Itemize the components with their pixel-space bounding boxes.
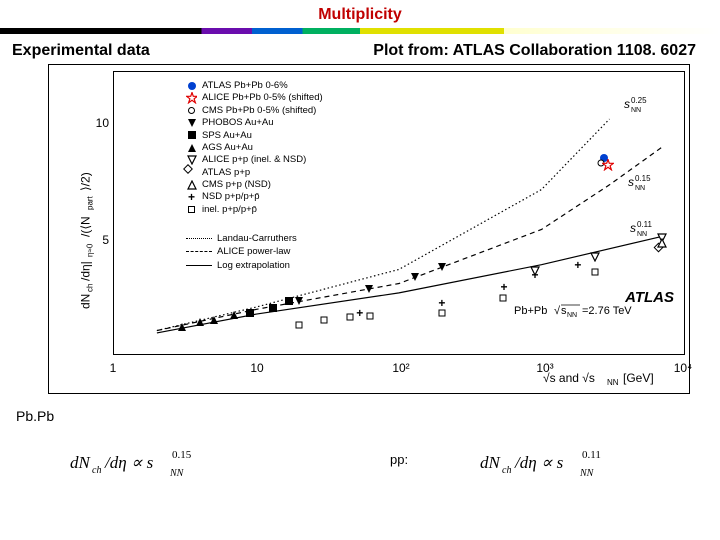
legend-curve-item: Landau-Carruthers xyxy=(186,232,297,245)
multiplicity-chart: dN ch /dη| η≈0 /(⟨N part ⟩/2) 5 10 1 10 … xyxy=(48,64,690,394)
svg-text:NN: NN xyxy=(631,107,641,114)
svg-text:√s and √s: √s and √s xyxy=(543,371,595,385)
svg-text:0.11: 0.11 xyxy=(582,449,601,461)
anno-s015: s0.15 NN xyxy=(628,174,668,195)
svg-text:[GeV]: [GeV] xyxy=(623,371,654,385)
svg-text:ch: ch xyxy=(92,465,101,476)
legend-item: CMS p+p (NSD) xyxy=(186,179,323,191)
anno-s011: s0.11 NN xyxy=(630,220,670,241)
svg-text:NN: NN xyxy=(567,312,577,319)
xtick-100: 10² xyxy=(392,361,409,375)
header-left: Experimental data xyxy=(12,42,150,60)
svg-text:0.25: 0.25 xyxy=(631,96,647,105)
svg-text:NN: NN xyxy=(579,468,595,479)
svg-text:dN: dN xyxy=(70,453,92,472)
legend-item: CMS Pb+Pb 0-5% (shifted) xyxy=(186,105,323,117)
svg-text:s: s xyxy=(628,175,634,189)
svg-text:NN: NN xyxy=(635,185,645,192)
ytick-10: 10 xyxy=(91,116,109,130)
anno-s025: s0.25 NN xyxy=(624,96,664,117)
xtick-1: 1 xyxy=(110,361,117,375)
page-title: Multiplicity xyxy=(0,0,720,28)
svg-text:0.15: 0.15 xyxy=(172,449,192,461)
svg-text:0.11: 0.11 xyxy=(637,220,653,229)
plot-area: +++++ ATLAS Pb+Pb 0-6%ALICE Pb+Pb 0-5% (… xyxy=(113,71,685,355)
formula-pbpb: dN ch /dη ∝ s 0.15 NN xyxy=(70,446,240,482)
pp-label: pp: xyxy=(390,452,408,467)
formula-pp: dN ch /dη ∝ s 0.11 NN xyxy=(480,446,650,482)
svg-text:0.15: 0.15 xyxy=(635,174,651,183)
legend-item: ATLAS p+p xyxy=(186,167,323,179)
svg-text:s: s xyxy=(630,221,636,235)
legend-item: AGS Au+Au xyxy=(186,142,323,154)
svg-text:NN: NN xyxy=(607,378,619,387)
legend-item: ATLAS Pb+Pb 0-6% xyxy=(186,80,323,92)
svg-text:√: √ xyxy=(554,305,561,317)
y-axis-label: dN ch /dη| η≈0 /(⟨N part ⟩/2) xyxy=(77,149,98,309)
svg-text:part: part xyxy=(86,195,95,210)
svg-text:/dη ∝ s: /dη ∝ s xyxy=(104,453,154,472)
energy-label: Pb+Pb √ sNN =2.76 TeV xyxy=(514,303,674,322)
svg-text:NN: NN xyxy=(169,468,185,479)
legend-curve-item: Log extrapolation xyxy=(186,259,297,272)
legend-item: ALICE p+p (inel. & NSD) xyxy=(186,154,323,166)
svg-text:=2.76 TeV: =2.76 TeV xyxy=(582,305,632,317)
legend-item: ALICE Pb+Pb 0-5% (shifted) xyxy=(186,92,323,104)
svg-text:NN: NN xyxy=(637,231,647,238)
legend-curves: Landau-CarruthersALICE power-lawLog extr… xyxy=(186,232,297,272)
svg-text:ch: ch xyxy=(86,284,95,292)
legend-item: +NSD p+p/p+p̄ xyxy=(186,191,323,203)
svg-text:dN: dN xyxy=(79,294,93,309)
x-axis-label: √s and √s NN [GeV] xyxy=(543,370,683,391)
svg-text:/dη ∝ s: /dη ∝ s xyxy=(514,453,564,472)
svg-text:dN: dN xyxy=(480,453,502,472)
svg-text:s: s xyxy=(624,97,630,111)
legend-item: inel. p+p/p+p̄ xyxy=(186,204,323,216)
legend-curve-item: ALICE power-law xyxy=(186,245,297,258)
svg-text:ch: ch xyxy=(502,465,511,476)
xtick-10: 10 xyxy=(250,361,263,375)
header-right: Plot from: ATLAS Collaboration 1108. 602… xyxy=(373,42,696,60)
svg-text:⟩/2): ⟩/2) xyxy=(79,172,93,191)
pbpb-label: Pb.Pb xyxy=(16,408,54,424)
svg-text:/dη|: /dη| xyxy=(79,261,93,281)
legend-data: ATLAS Pb+Pb 0-6%ALICE Pb+Pb 0-5% (shifte… xyxy=(186,80,323,216)
legend-item: SPS Au+Au xyxy=(186,130,323,142)
legend-item: PHOBOS Au+Au xyxy=(186,117,323,129)
ytick-5: 5 xyxy=(91,233,109,247)
svg-text:Pb+Pb: Pb+Pb xyxy=(514,305,547,317)
